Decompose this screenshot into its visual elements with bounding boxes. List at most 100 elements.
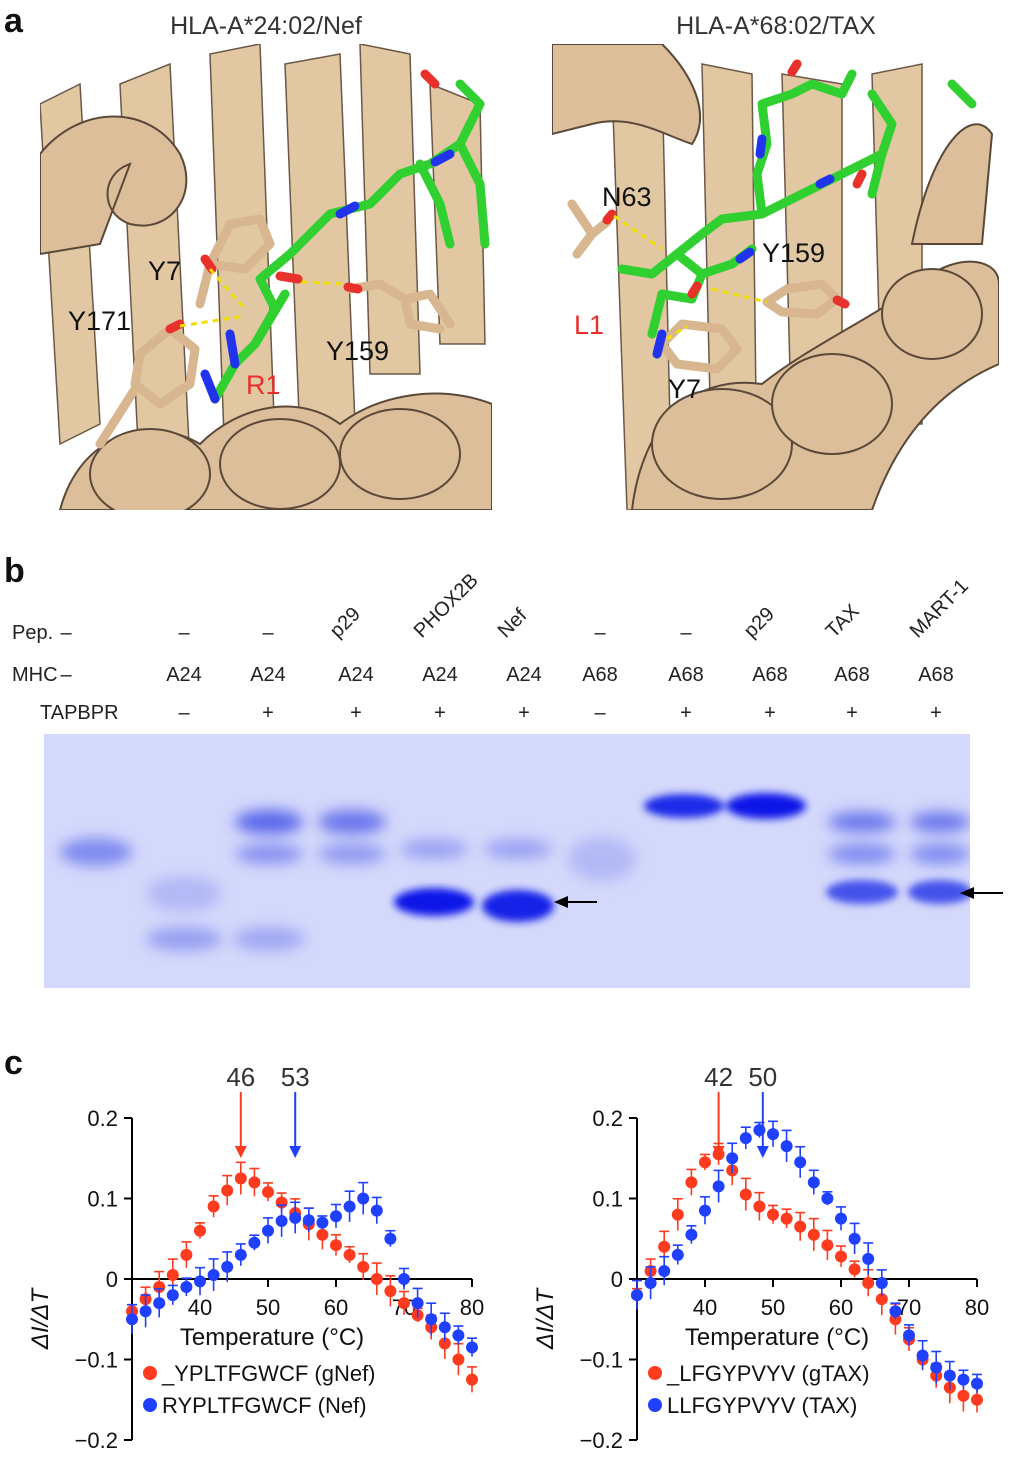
legend-label: RYPLTFGWCF (Nef) [162, 1393, 367, 1418]
data-point [207, 1268, 220, 1281]
data-point [699, 1156, 711, 1169]
lane-8-tapbpr: + [680, 702, 692, 724]
data-point [835, 1250, 847, 1263]
data-point [780, 1212, 793, 1225]
data-point [631, 1289, 643, 1302]
x-tick-label: 80 [965, 1295, 989, 1320]
annotation-label: 53 [281, 1062, 310, 1092]
data-point [357, 1192, 370, 1205]
lane-3-peptide: – [262, 622, 274, 644]
gel-arrow-right [960, 887, 1003, 899]
lane-5-mhc: A24 [422, 664, 458, 686]
legend-marker [648, 1398, 662, 1412]
annotation-arrowhead [756, 1146, 769, 1158]
structure-title-left: HLA-A*24:02/Nef [170, 12, 362, 40]
lane-10-peptide: TAX [821, 600, 864, 643]
structure-image-left [40, 44, 492, 510]
y-tick-label: −0.2 [75, 1428, 118, 1453]
data-point [644, 1277, 657, 1290]
lane-2-tapbpr: – [178, 702, 190, 724]
data-point [262, 1186, 274, 1199]
panel-c-letter: c [4, 1044, 23, 1082]
lane-5-peptide: PHOX2B [409, 569, 483, 643]
data-point [194, 1224, 206, 1237]
data-point [848, 1263, 861, 1276]
row-label-pep: Pep. [12, 622, 54, 644]
lane-10-tapbpr: + [846, 702, 858, 724]
x-axis-label: Temperature (°C) [180, 1324, 364, 1351]
x-axis-label: Temperature (°C) [685, 1324, 869, 1351]
panel-a-letter: a [4, 2, 23, 40]
data-point [370, 1273, 383, 1285]
series-1 [631, 1142, 983, 1413]
lane-4-tapbpr: + [350, 702, 362, 724]
data-point [671, 1248, 684, 1261]
legend-marker [143, 1398, 157, 1412]
data-point [835, 1212, 847, 1225]
lane-7-peptide: – [594, 622, 606, 644]
label-n63: N63 [602, 182, 652, 212]
y-tick-label: 0 [611, 1267, 623, 1292]
series-2 [631, 1120, 983, 1393]
label-y159-left: Y159 [326, 336, 390, 366]
series-1 [126, 1161, 478, 1393]
data-point [767, 1208, 779, 1221]
data-point [807, 1228, 820, 1241]
structure-title-right: HLA-A*68:02/TAX [676, 12, 876, 40]
data-point [943, 1369, 956, 1382]
data-point [753, 1200, 766, 1213]
data-point [316, 1228, 329, 1241]
label-y7-right: Y7 [668, 374, 702, 404]
lane-8-mhc: A68 [668, 664, 704, 686]
data-point [357, 1260, 370, 1273]
label-l1: L1 [574, 310, 605, 340]
lane-7-mhc: A68 [582, 664, 618, 686]
lane-2-mhc: A24 [166, 664, 202, 686]
data-point [153, 1281, 166, 1294]
row-label-mhc: MHC [12, 664, 58, 686]
gel-image [44, 734, 970, 988]
x-tick-label: 50 [256, 1295, 280, 1320]
data-point [398, 1273, 410, 1285]
data-point [671, 1208, 684, 1221]
data-point [207, 1200, 220, 1213]
label-y159-right: Y159 [762, 238, 826, 268]
data-point [957, 1389, 970, 1402]
legend-label: _LFGYPVYV (gTAX) [666, 1361, 870, 1386]
data-point [452, 1353, 465, 1366]
lane-11-mhc: A68 [918, 664, 954, 686]
x-tick-label: 50 [761, 1295, 785, 1320]
data-point [153, 1297, 166, 1310]
data-point [384, 1285, 397, 1298]
lane-10-mhc: A68 [834, 664, 870, 686]
data-point [452, 1329, 465, 1342]
data-point [658, 1264, 671, 1277]
x-tick-label: 40 [188, 1295, 212, 1320]
data-point [916, 1349, 929, 1362]
y-tick-label: −0.1 [75, 1348, 118, 1373]
data-point [903, 1329, 915, 1342]
structure-image-right [552, 44, 999, 510]
lane-11-tapbpr: + [930, 702, 942, 724]
label-y171: Y171 [68, 306, 132, 336]
row-label-tapbpr: TAPBPR [40, 702, 119, 724]
legend-label: _YPLTFGWCF (gNef) [161, 1361, 376, 1386]
lane-5-tapbpr: + [434, 702, 446, 724]
data-point [862, 1277, 875, 1290]
lane-9-tapbpr: + [764, 702, 776, 724]
data-point [343, 1248, 356, 1261]
data-point [330, 1210, 342, 1223]
data-point [316, 1216, 329, 1229]
data-point [398, 1297, 410, 1310]
data-point [384, 1232, 397, 1245]
label-y7-left: Y7 [148, 256, 182, 286]
data-point [221, 1184, 234, 1197]
data-point [658, 1240, 671, 1253]
data-point [234, 1172, 247, 1185]
data-point [180, 1281, 193, 1294]
y-axis-label: ΔI/ΔT [27, 1287, 54, 1351]
data-point [767, 1128, 779, 1141]
data-point [248, 1176, 261, 1189]
x-tick-label: 60 [829, 1295, 853, 1320]
